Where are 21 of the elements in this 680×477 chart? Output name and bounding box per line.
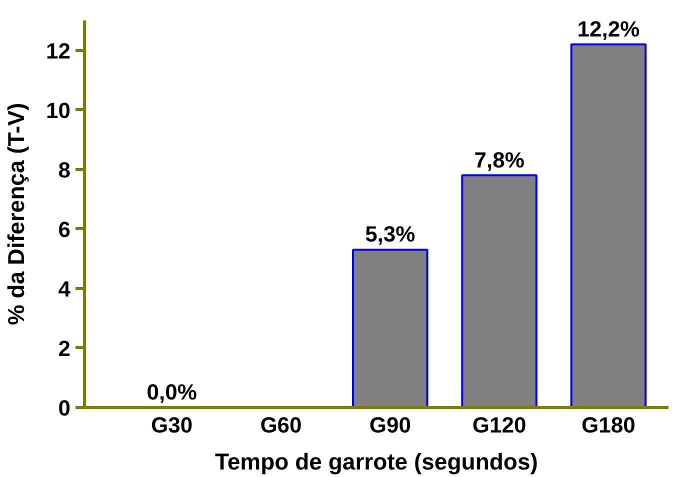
y-tick-label: 12 [46, 38, 71, 64]
y-tick-label: 4 [58, 276, 72, 302]
bar [461, 174, 538, 408]
bar [570, 43, 647, 408]
y-tick-label: 2 [58, 336, 71, 361]
y-tick-label: 6 [58, 216, 71, 242]
bar [352, 248, 428, 408]
x-tick-label: G30 [151, 412, 193, 438]
data-label: 12,2% [577, 16, 640, 42]
x-axis-title: Tempo de garrote (segundos) [215, 448, 538, 474]
x-tick-label: G60 [260, 412, 302, 438]
data-label: 0,0% [146, 380, 197, 404]
x-tick-label: G180 [582, 412, 636, 438]
y-tick-label: 8 [58, 157, 71, 182]
y-axis-title: % da Diferença (T-V) [3, 102, 30, 326]
y-tick-label: 10 [46, 98, 71, 123]
data-label: 7,8% [474, 147, 524, 172]
y-tick-label: 0 [58, 396, 71, 420]
x-tick-label: G90 [369, 412, 411, 438]
x-tick-label: G120 [472, 412, 526, 438]
data-label: 5,3% [365, 222, 416, 247]
